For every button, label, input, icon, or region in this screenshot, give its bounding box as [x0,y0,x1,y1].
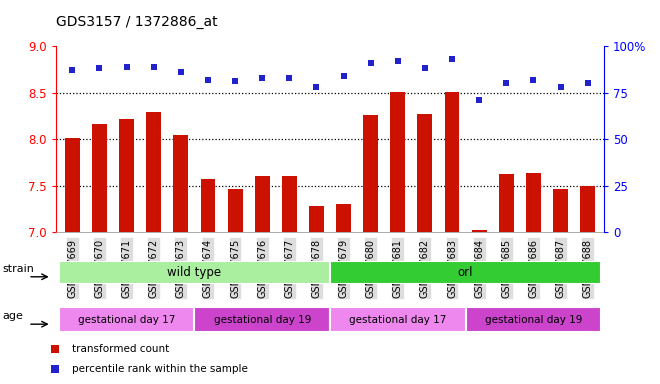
Bar [59,261,330,284]
Bar [174,136,188,232]
Bar [201,179,215,232]
Text: strain: strain [3,264,35,274]
Bar [445,92,459,232]
Bar [59,307,195,332]
Bar [336,204,351,232]
Text: percentile rank within the sample: percentile rank within the sample [72,364,248,374]
Text: gestational day 17: gestational day 17 [78,314,176,325]
Text: gestational day 19: gestational day 19 [214,314,311,325]
Bar [580,186,595,232]
Bar [309,206,324,232]
Text: gestational day 19: gestational day 19 [484,314,582,325]
Text: transformed count: transformed count [72,344,169,354]
Text: GDS3157 / 1372886_at: GDS3157 / 1372886_at [56,15,218,29]
Text: age: age [3,311,24,321]
Bar [465,307,601,332]
Bar [553,189,568,232]
Bar [147,112,161,232]
Text: orl: orl [458,266,473,279]
Bar [330,307,465,332]
Bar [228,189,242,232]
Bar [92,124,107,232]
Bar [255,177,270,232]
Bar [330,261,601,284]
Bar [418,114,432,232]
Text: gestational day 17: gestational day 17 [349,314,446,325]
Bar [195,307,330,332]
Bar [119,119,134,232]
Bar [65,138,80,232]
Bar [526,173,541,232]
Bar [282,177,297,232]
Bar [363,115,378,232]
Bar [472,230,486,232]
Text: wild type: wild type [168,266,222,279]
Bar [390,92,405,232]
Bar [499,174,513,232]
